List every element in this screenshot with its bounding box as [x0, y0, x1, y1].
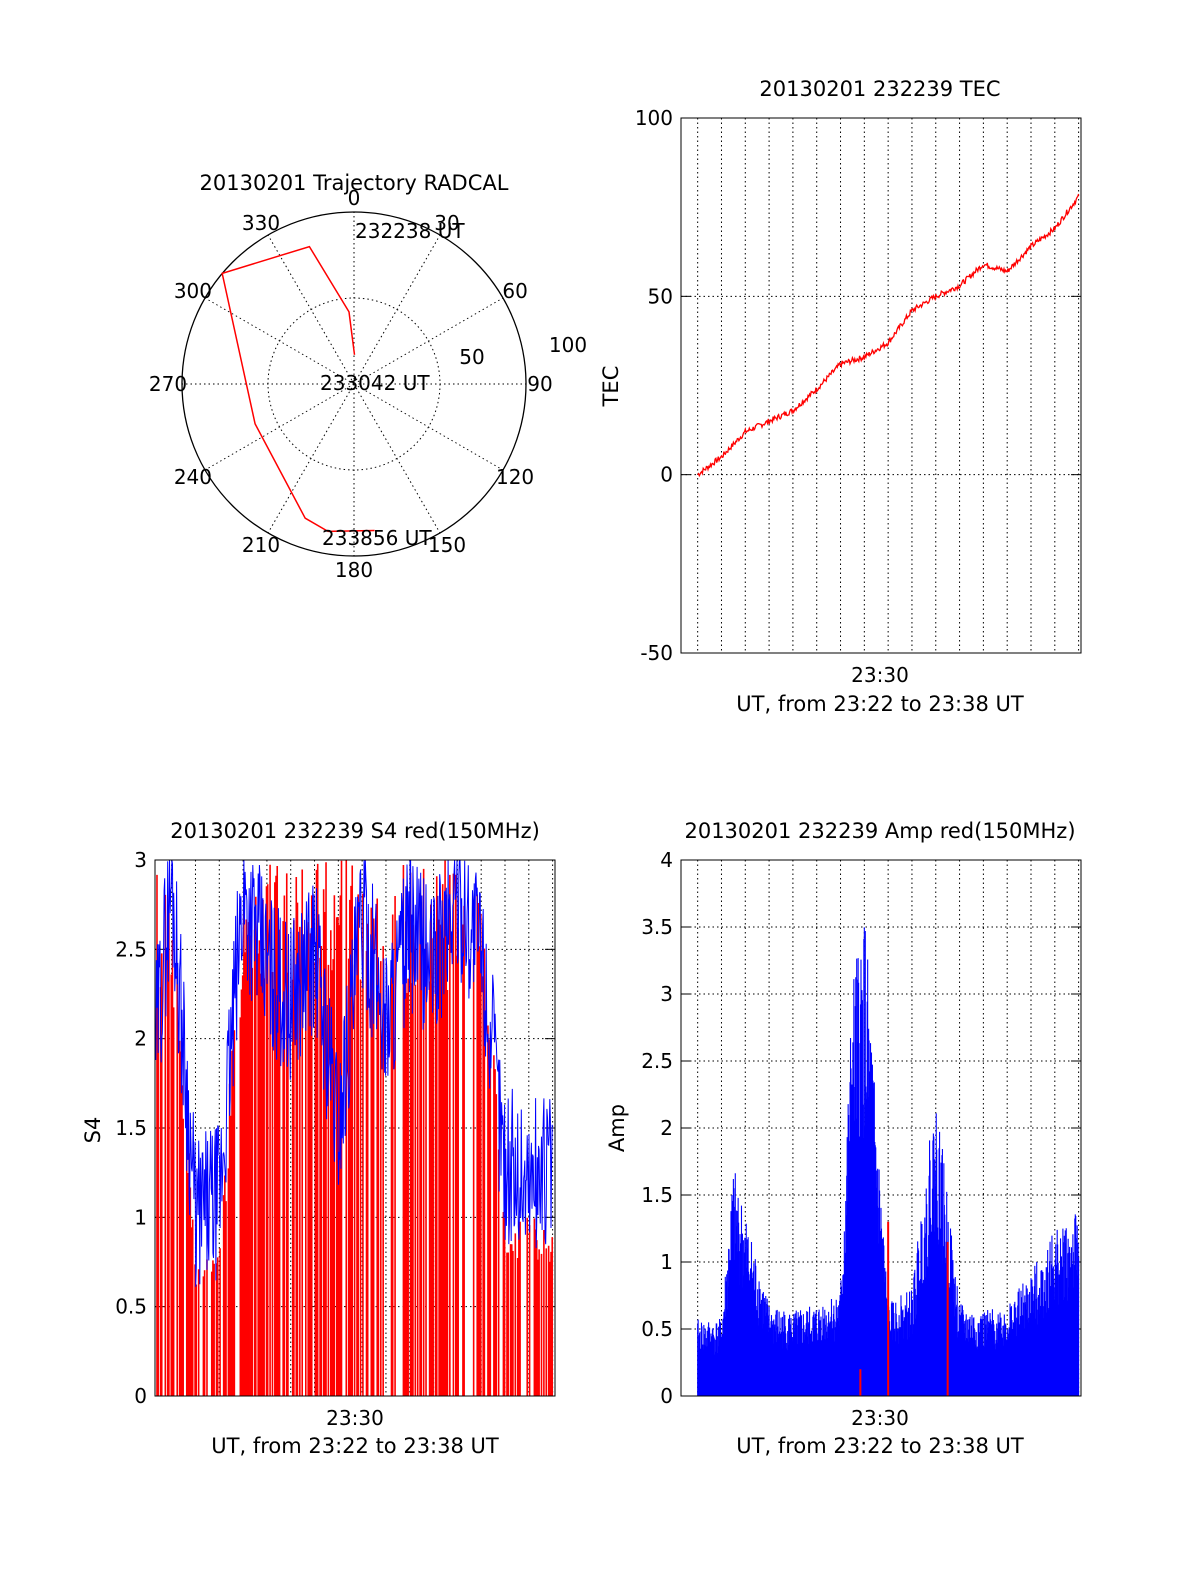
- y-tick-label: 1.5: [115, 1116, 147, 1140]
- y-tick-label: 0.5: [641, 1317, 673, 1341]
- polar-azimuth-label: 150: [428, 533, 466, 557]
- amp-y-tick-labels: 0 0.5 1 1.5 2 2.5 3 3.5 4: [641, 848, 673, 1408]
- polar-azimuth-label: 210: [242, 533, 280, 557]
- amp-plot-frame: [680, 859, 1082, 1397]
- polar-spoke: [353, 297, 504, 385]
- y-tick-label: 0: [134, 1384, 147, 1408]
- amp-x-axis-label: UT, from 23:22 to 23:38 UT: [736, 1434, 1024, 1458]
- s4-panel: 20130201 232239 S4 red(150MHz) 0 0.5 1 1.5 2…: [81, 819, 556, 1458]
- s4-plot-frame: [154, 859, 556, 1397]
- tec-title: 20130201 232239 TEC: [759, 77, 1000, 101]
- polar-azimuth-label: 270: [149, 372, 187, 396]
- y-tick-label: 3.5: [641, 915, 673, 939]
- polar-title: 20130201 Trajectory RADCAL: [200, 171, 509, 195]
- y-tick-label: 3: [660, 982, 673, 1006]
- tec-y-tick-labels: -50 0 50 100: [635, 106, 673, 665]
- s4-x-tick-label: 23:30: [326, 1406, 384, 1430]
- polar-spoke: [267, 383, 355, 534]
- tec-panel: 20130201 232239 TEC -50 0 50 100 23:30 UT, …: [599, 77, 1082, 716]
- y-tick-label: 1: [134, 1205, 147, 1229]
- y-tick-label: 100: [635, 106, 673, 130]
- tec-y-axis-label: TEC: [599, 366, 623, 408]
- amp-blue-series: [697, 927, 1080, 1396]
- y-tick-label: 4: [660, 848, 673, 872]
- polar-spoke: [204, 383, 355, 471]
- y-tick-label: 0: [660, 1384, 673, 1408]
- amp-x-tick-label: 23:30: [851, 1406, 909, 1430]
- polar-azimuth-label: 240: [174, 465, 212, 489]
- polar-azimuth-label: 120: [496, 465, 534, 489]
- polar-annotation: 233042 UT: [320, 371, 430, 395]
- y-tick-label: 2: [660, 1116, 673, 1140]
- polar-azimuth-label: 300: [174, 279, 212, 303]
- polar-spoke: [353, 383, 504, 471]
- amp-y-axis-label: Amp: [605, 1104, 629, 1152]
- y-tick-label: 50: [648, 284, 673, 308]
- polar-spoke: [353, 234, 441, 385]
- y-tick-label: 2.5: [115, 937, 147, 961]
- polar-spoke: [204, 297, 355, 385]
- polar-spoke: [353, 383, 441, 534]
- polar-azimuth-label: 330: [242, 211, 280, 235]
- s4-blue-series-line: [155, 859, 553, 1287]
- y-tick-label: -50: [640, 641, 673, 665]
- amp-red-series: [859, 1221, 949, 1396]
- polar-azimuth-label: 180: [335, 558, 373, 582]
- tec-x-tick-label: 23:30: [851, 663, 909, 687]
- y-tick-label: 0: [660, 463, 673, 487]
- y-tick-label: 2.5: [641, 1049, 673, 1073]
- polar-azimuth-label: 60: [502, 279, 527, 303]
- tec-x-axis-label: UT, from 23:22 to 23:38 UT: [736, 692, 1024, 716]
- amp-panel: 20130201 232239 Amp red(150MHz) 0 0.5 1 1.5…: [605, 819, 1082, 1458]
- s4-title: 20130201 232239 S4 red(150MHz): [170, 819, 540, 843]
- polar-azimuth-label: 0: [348, 186, 361, 210]
- polar-azimuth-labels: 0 30 60 90 120 150 180 210 240 270 300 330: [149, 186, 553, 582]
- polar-annotation: 232238 UT: [355, 219, 465, 243]
- polar-annotations: 232238 UT 233042 UT 233856 UT: [320, 219, 465, 550]
- polar-annotation: 233856 UT: [322, 526, 432, 550]
- amp-title: 20130201 232239 Amp red(150MHz): [684, 819, 1075, 843]
- s4-y-tick-labels: 0 0.5 1 1.5 2 2.5 3: [115, 848, 147, 1408]
- polar-radial-label: 50: [459, 345, 484, 369]
- s4-red-series: [156, 860, 554, 1396]
- tec-plot-frame: [680, 117, 1082, 654]
- s4-y-axis-label: S4: [81, 1117, 105, 1144]
- polar-grid: [181, 211, 527, 557]
- y-tick-label: 0.5: [115, 1295, 147, 1319]
- polar-azimuth-label: 30: [434, 211, 459, 235]
- tec-grid: [681, 117, 1081, 654]
- y-tick-label: 2: [134, 1027, 147, 1051]
- polar-radial-labels: 50 100: [459, 333, 587, 369]
- y-tick-label: 1: [660, 1250, 673, 1274]
- polar-spoke: [267, 234, 355, 385]
- s4-x-axis-label: UT, from 23:22 to 23:38 UT: [211, 1434, 499, 1458]
- y-tick-label: 1.5: [641, 1183, 673, 1207]
- y-tick-label: 3: [134, 848, 147, 872]
- polar-panel: 20130201 Trajectory RADCAL 0 30 60 90 120 150…: [149, 171, 587, 582]
- polar-radial-label: 100: [549, 333, 587, 357]
- tec-series-line: [697, 193, 1080, 478]
- trajectory-line: [221, 245, 375, 533]
- polar-azimuth-label: 90: [527, 372, 552, 396]
